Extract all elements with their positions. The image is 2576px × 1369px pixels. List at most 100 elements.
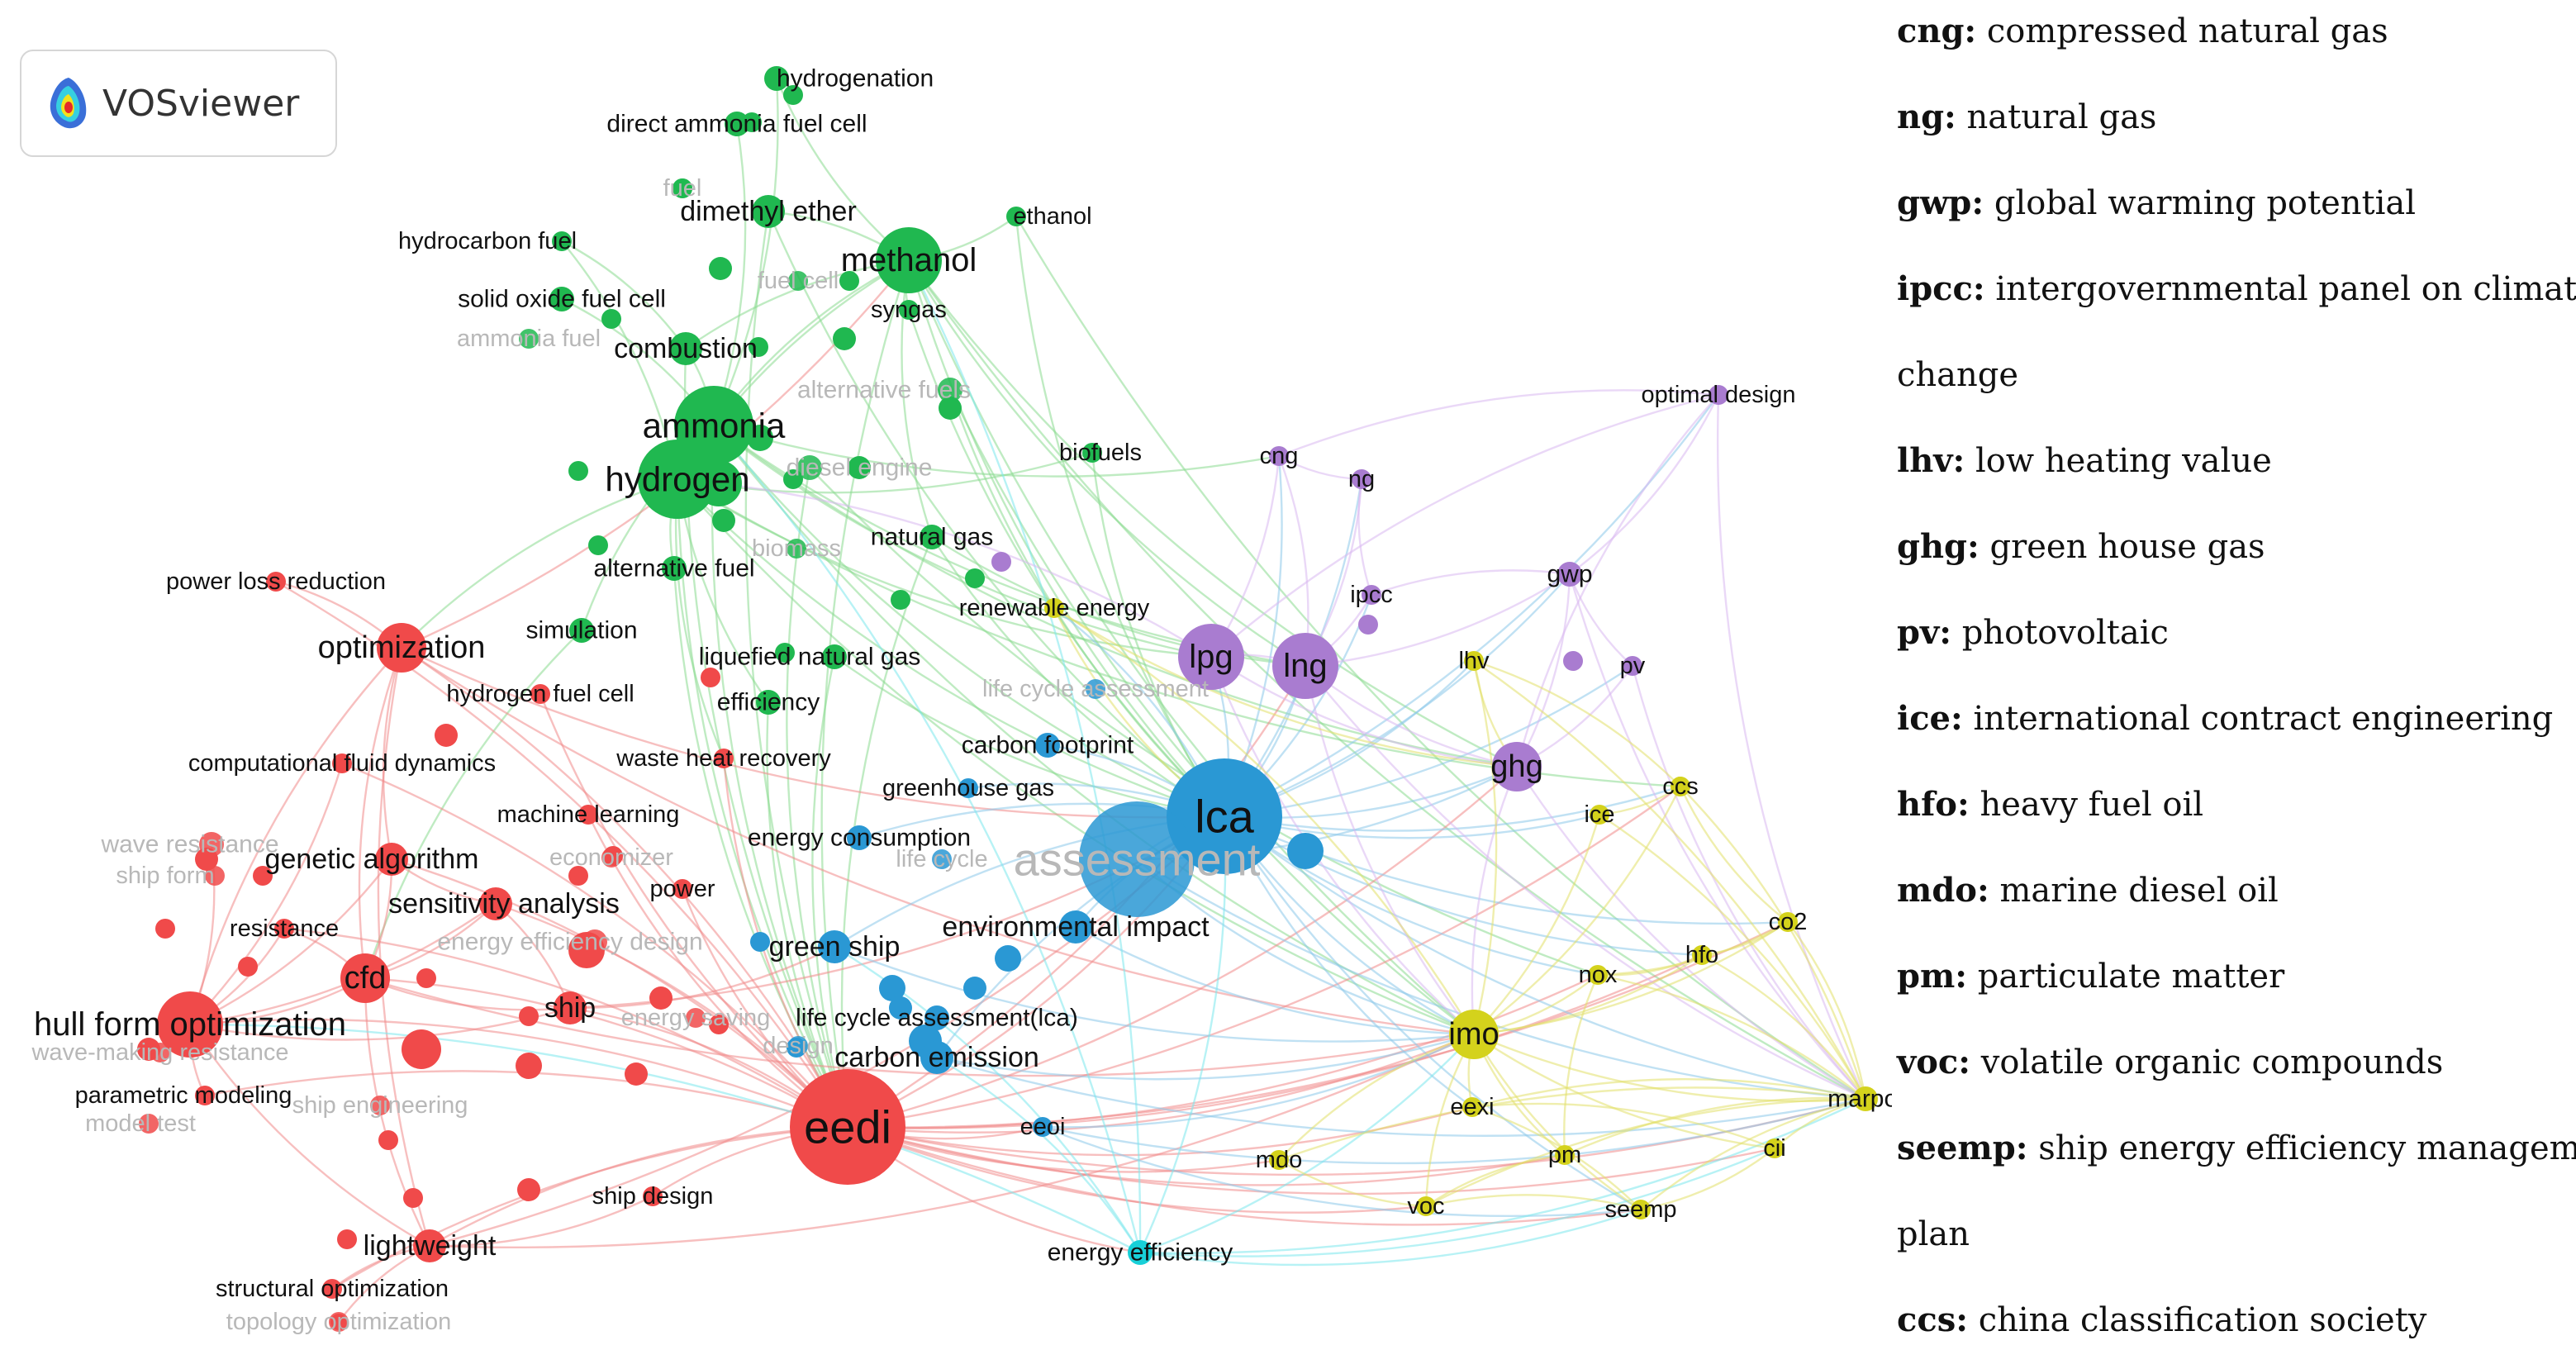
- node-diesel-engine[interactable]: diesel engine: [787, 454, 933, 482]
- node-circle[interactable]: [1692, 945, 1712, 965]
- node-circle[interactable]: [1082, 443, 1102, 463]
- node-circle[interactable]: [1269, 446, 1289, 466]
- node-circle[interactable]: [725, 112, 749, 136]
- node-pm[interactable]: pm: [1548, 1142, 1581, 1168]
- node-ship[interactable]: ship: [544, 991, 596, 1024]
- node-circle[interactable]: [375, 843, 408, 876]
- node-circle[interactable]: [1006, 207, 1026, 226]
- node-power-loss-reduction[interactable]: power loss reduction: [166, 568, 386, 595]
- node-lpg[interactable]: lpg: [1178, 624, 1244, 690]
- node-marpol[interactable]: marpol: [1827, 1086, 1892, 1113]
- node-circle[interactable]: [549, 287, 574, 311]
- node-circle[interactable]: [797, 455, 822, 480]
- node-power[interactable]: power: [650, 876, 715, 902]
- node-circle[interactable]: [139, 1114, 159, 1134]
- node-circle[interactable]: [1272, 633, 1338, 699]
- node-circle[interactable]: [530, 684, 550, 704]
- node-circle[interactable]: [787, 539, 806, 559]
- node-machine-learning[interactable]: machine learning: [497, 801, 680, 828]
- node-computational-fluid-dynamics[interactable]: computational fluid dynamics: [188, 750, 496, 777]
- node-simulation[interactable]: simulation: [525, 617, 637, 644]
- node-circle[interactable]: [413, 1229, 446, 1262]
- node-voc[interactable]: voc: [1407, 1193, 1444, 1219]
- node-circle[interactable]: [932, 849, 952, 869]
- node-fuel[interactable]: fuel: [663, 175, 702, 202]
- node-ice[interactable]: ice: [1584, 801, 1614, 828]
- node-hydrogenation[interactable]: hydrogenation: [764, 65, 934, 93]
- node-energy-consumption[interactable]: energy consumption: [748, 825, 971, 852]
- node-biomass[interactable]: biomass: [752, 535, 841, 562]
- node-circle[interactable]: [1709, 385, 1728, 405]
- node-circle[interactable]: [920, 525, 944, 549]
- node-wave-resistance[interactable]: wave resistance: [100, 831, 278, 858]
- node-ghg[interactable]: ghg: [1490, 742, 1543, 791]
- node-green-ship[interactable]: green ship: [769, 930, 901, 963]
- node-efficiency[interactable]: efficiency: [717, 689, 820, 716]
- node-hfo[interactable]: hfo: [1685, 942, 1718, 968]
- node-circle[interactable]: [1765, 1138, 1785, 1158]
- node-circle[interactable]: [1449, 1010, 1499, 1059]
- node-circle[interactable]: [157, 991, 223, 1058]
- node-eedi[interactable]: eedi: [790, 1069, 905, 1185]
- node-design[interactable]: design: [763, 1033, 833, 1059]
- node-circle[interactable]: [1623, 656, 1642, 676]
- node-circle[interactable]: [569, 618, 594, 643]
- node-circle[interactable]: [1555, 1145, 1575, 1165]
- node-circle[interactable]: [790, 1069, 905, 1185]
- node-hydrocarbon-fuel[interactable]: hydrocarbon fuel: [398, 228, 577, 254]
- node-circle[interactable]: [1269, 1150, 1289, 1170]
- node-optimal-design[interactable]: optimal design: [1642, 382, 1796, 408]
- node-co2[interactable]: co2: [1769, 909, 1808, 935]
- node-parametric-modeling[interactable]: parametric modeling: [75, 1082, 292, 1109]
- node-energy-saving[interactable]: energy saving: [621, 1005, 771, 1031]
- node-circle[interactable]: [938, 378, 962, 402]
- node-ipcc[interactable]: ipcc: [1350, 582, 1393, 608]
- node-syngas[interactable]: syngas: [871, 297, 947, 323]
- node-circle[interactable]: [266, 572, 286, 592]
- node-economizer[interactable]: economizer: [549, 844, 673, 871]
- node-circle[interactable]: [756, 690, 781, 715]
- node-ccs[interactable]: ccs: [1662, 773, 1699, 800]
- node-circle[interactable]: [818, 930, 851, 963]
- node-circle[interactable]: [322, 1279, 342, 1299]
- node-model-test[interactable]: model test: [85, 1110, 196, 1137]
- node-circle[interactable]: [199, 832, 224, 857]
- node-circle[interactable]: [788, 1036, 808, 1056]
- node-methanol[interactable]: methanol: [841, 227, 977, 293]
- node-circle[interactable]: [1853, 1086, 1878, 1111]
- node-circle[interactable]: [329, 1312, 349, 1332]
- node-eexi[interactable]: eexi: [1450, 1094, 1494, 1120]
- node-nox[interactable]: nox: [1579, 962, 1618, 988]
- node-circle[interactable]: [1167, 758, 1282, 874]
- node-waste-heat-recovery[interactable]: waste heat recovery: [615, 745, 831, 772]
- node-ship-engineering[interactable]: ship engineering: [292, 1092, 468, 1119]
- node-circle[interactable]: [847, 825, 872, 850]
- node-circle[interactable]: [686, 1008, 706, 1028]
- node-circle[interactable]: [822, 644, 847, 669]
- node-circle[interactable]: [1462, 1097, 1482, 1117]
- node-circle[interactable]: [714, 749, 734, 768]
- node-environmental-impact[interactable]: environmental impact: [942, 910, 1210, 944]
- node-life-cycle-assessment-lca[interactable]: life cycle assessment(lca): [796, 1005, 1078, 1032]
- node-lca[interactable]: lca: [1167, 758, 1282, 874]
- node-circle[interactable]: [519, 329, 539, 349]
- node-life-cycle[interactable]: life cycle: [896, 846, 987, 872]
- node-ng[interactable]: ng: [1348, 466, 1375, 492]
- node-energy-efficiency-design[interactable]: energy efficiency design: [437, 929, 702, 956]
- node-gwp[interactable]: gwp: [1547, 561, 1592, 588]
- node-solid-oxide-fuel-cell[interactable]: solid oxide fuel cell: [458, 286, 666, 313]
- node-circle[interactable]: [1128, 1240, 1153, 1265]
- node-circle[interactable]: [552, 231, 572, 251]
- node-energy-efficiency[interactable]: energy efficiency: [1048, 1239, 1233, 1267]
- node-circle[interactable]: [1778, 912, 1798, 932]
- node-circle[interactable]: [582, 929, 607, 954]
- node-circle[interactable]: [920, 1041, 953, 1074]
- node-circle[interactable]: [1671, 777, 1690, 796]
- node-circle[interactable]: [1588, 965, 1608, 985]
- node-circle[interactable]: [377, 623, 426, 673]
- node-circle[interactable]: [554, 991, 587, 1024]
- node-circle[interactable]: [752, 195, 785, 228]
- node-circle[interactable]: [340, 953, 390, 1003]
- node-optimization[interactable]: optimization: [318, 623, 486, 673]
- node-topology-optimization[interactable]: topology optimization: [226, 1309, 451, 1335]
